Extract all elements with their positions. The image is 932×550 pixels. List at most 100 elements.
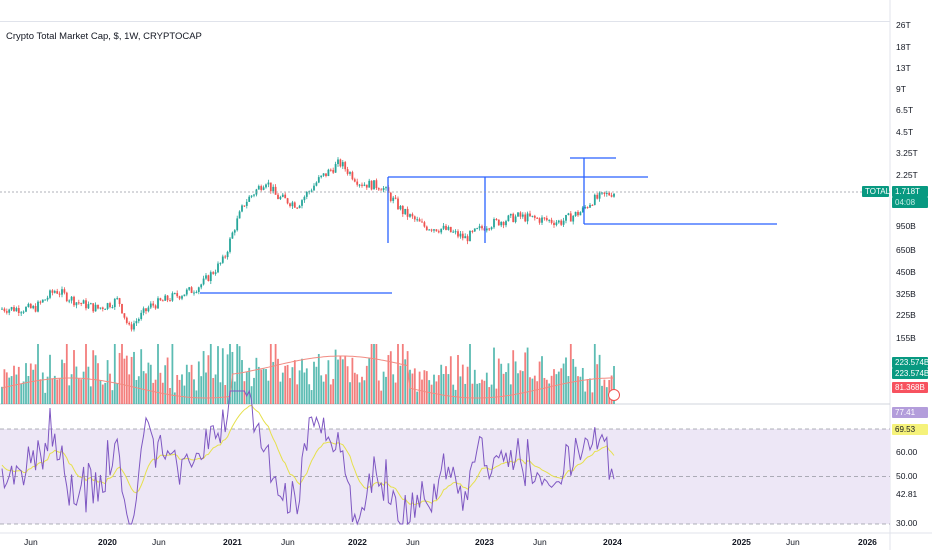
volume-bar — [493, 347, 495, 404]
candle-body — [133, 323, 135, 330]
volume-bar — [22, 381, 25, 404]
volume-bar — [250, 386, 253, 404]
volume-bar — [99, 380, 102, 404]
volume-bar — [382, 371, 385, 404]
candle-body — [490, 227, 493, 230]
candle-body — [337, 159, 339, 165]
time-axis-label: 2024 — [603, 537, 622, 547]
candle-body — [301, 200, 303, 206]
volume-bar — [17, 366, 20, 404]
volume-bar — [173, 392, 176, 404]
candle-body — [473, 228, 476, 232]
candle-body — [101, 307, 104, 309]
candle-body — [56, 291, 59, 294]
volume-bar — [589, 378, 591, 404]
volume-bar — [80, 379, 83, 404]
volume-bar — [478, 383, 481, 404]
candle-body — [435, 229, 438, 232]
candle-body — [358, 184, 361, 186]
candle-body — [346, 169, 349, 174]
volume-bar — [125, 355, 128, 404]
volume-bar — [397, 344, 399, 404]
candle-body — [476, 228, 479, 230]
candle-body — [567, 213, 570, 216]
volume-bar — [152, 382, 155, 404]
candle-body — [411, 214, 414, 217]
candle-body — [579, 212, 582, 216]
volume-bar — [58, 378, 61, 404]
alert-icon — [608, 389, 620, 401]
volume-bar — [293, 360, 296, 404]
volume-bar — [121, 344, 123, 404]
candle-body — [370, 180, 373, 190]
rsi-ma-tag: 69.53 — [892, 424, 928, 435]
volume-bar — [137, 376, 140, 404]
candle-body — [373, 180, 375, 190]
volume-bar — [277, 358, 279, 404]
candle-body — [111, 307, 114, 309]
volume-bar — [262, 368, 265, 404]
candle-body — [154, 305, 157, 309]
candle-body — [284, 194, 287, 199]
candle-body — [545, 218, 548, 221]
candle-body — [169, 300, 171, 302]
candle-body — [493, 219, 495, 228]
candle-body — [214, 272, 217, 274]
volume-bar — [603, 379, 606, 404]
candle-body — [433, 229, 435, 231]
candle-body — [553, 222, 555, 226]
volume-bar — [159, 372, 162, 404]
candle-body — [541, 217, 543, 223]
price-scale-label: 9T — [896, 84, 906, 94]
volume-bar — [70, 374, 73, 404]
volume-bar — [502, 373, 505, 404]
volume-bar — [370, 344, 373, 404]
candle-body — [13, 307, 15, 312]
volume-bar — [269, 344, 272, 404]
candle-body — [272, 186, 275, 192]
volume-bar — [279, 381, 282, 404]
volume-bar — [15, 374, 18, 404]
volume-bar — [325, 374, 327, 404]
volume-bar — [27, 376, 30, 404]
volume-bar — [212, 377, 215, 404]
candle-body — [589, 204, 591, 208]
candle-body — [413, 216, 416, 220]
candle-body — [293, 202, 296, 208]
volume-bar — [521, 371, 524, 404]
volume-bar — [229, 344, 231, 404]
candle-body — [245, 201, 248, 206]
candle-body — [85, 300, 87, 309]
candle-body — [313, 185, 315, 191]
candle-body — [113, 298, 116, 308]
volume-bar — [241, 360, 243, 404]
candle-body — [41, 299, 44, 303]
volume-bar — [529, 377, 531, 404]
candle-body — [423, 222, 426, 227]
candle-body — [524, 214, 527, 222]
volume-bar — [188, 372, 191, 404]
candle-body — [219, 262, 222, 264]
candle-body — [502, 221, 505, 226]
volume-bar — [10, 376, 13, 404]
volume-bar — [351, 357, 354, 404]
volume-bar — [569, 344, 572, 404]
countdown-tag: 04:08 — [892, 197, 928, 208]
candle-body — [529, 213, 531, 217]
volume-bar — [368, 358, 371, 404]
candle-body — [596, 194, 599, 199]
volume-bar — [113, 344, 116, 404]
price-scale-label: 13T — [896, 63, 911, 73]
volume-bar — [226, 354, 229, 404]
candle-body — [363, 184, 366, 186]
volume-bar — [356, 374, 359, 404]
volume-bar — [207, 355, 210, 404]
volume-bar — [221, 348, 224, 404]
candle-body — [445, 225, 447, 230]
volume-bar — [303, 372, 306, 404]
rsi-scale-label: 60.00 — [896, 447, 918, 457]
candle-body — [389, 192, 392, 201]
candle-body — [303, 196, 306, 201]
candle-body — [425, 226, 428, 231]
